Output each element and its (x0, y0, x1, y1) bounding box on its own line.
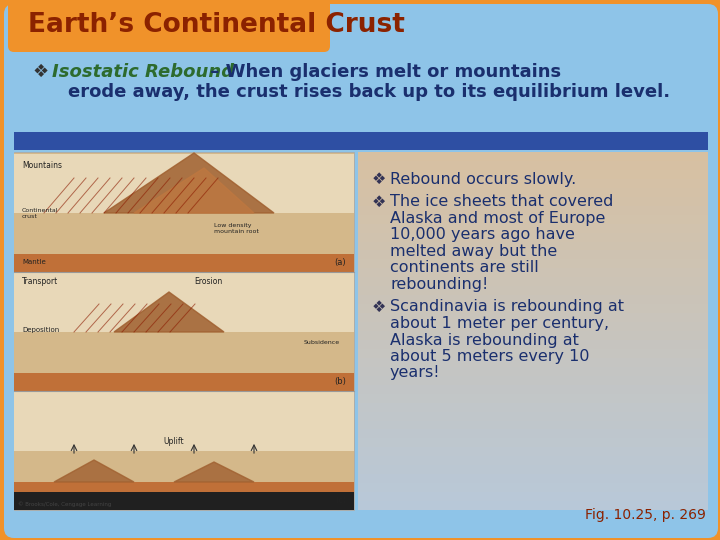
Text: erode away, the crust rises back up to its equilibrium level.: erode away, the crust rises back up to i… (68, 83, 670, 101)
Bar (358, 152, 708, 161)
Bar (358, 501, 708, 510)
Text: Scandinavia is rebounding at: Scandinavia is rebounding at (390, 300, 624, 314)
Bar (358, 313, 708, 322)
Bar (358, 250, 708, 259)
Text: about 5 meters every 10: about 5 meters every 10 (390, 349, 590, 364)
Polygon shape (114, 292, 224, 332)
Text: about 1 meter per century,: about 1 meter per century, (390, 316, 609, 331)
Bar (14, 153, 354, 272)
Bar (358, 465, 708, 474)
Bar (358, 411, 708, 421)
Bar (14, 392, 354, 451)
Text: years!: years! (390, 366, 441, 381)
Bar (358, 456, 708, 465)
Text: (a): (a) (334, 258, 346, 267)
Bar (358, 196, 708, 206)
Bar (358, 170, 708, 179)
Bar (358, 259, 708, 268)
Bar (358, 420, 708, 429)
Bar (14, 272, 354, 391)
Bar (14, 391, 354, 510)
Bar (358, 474, 708, 483)
Text: rebounding!: rebounding! (390, 277, 488, 292)
Bar (358, 438, 708, 447)
Text: 10,000 years ago have: 10,000 years ago have (390, 227, 575, 242)
Text: Subsidence: Subsidence (304, 340, 340, 345)
Bar (358, 393, 708, 403)
Text: Erosion: Erosion (194, 277, 222, 286)
Text: Fig. 10.25, p. 269: Fig. 10.25, p. 269 (585, 508, 706, 522)
Bar (358, 491, 708, 501)
Bar (358, 429, 708, 438)
Bar (358, 187, 708, 197)
FancyBboxPatch shape (4, 4, 718, 538)
Bar (14, 152, 354, 510)
Text: ❖: ❖ (372, 194, 387, 210)
Bar (358, 348, 708, 358)
Bar (358, 214, 708, 224)
Polygon shape (174, 462, 254, 482)
Bar (358, 483, 708, 492)
Text: ❖: ❖ (372, 300, 387, 314)
Text: © Brooks/Cole, Cengage Learning: © Brooks/Cole, Cengage Learning (18, 501, 112, 507)
Bar (358, 321, 708, 331)
Bar (14, 373, 354, 391)
Text: – When glaciers melt or mountains: – When glaciers melt or mountains (204, 63, 561, 81)
Bar (358, 366, 708, 376)
Bar (358, 286, 708, 295)
Text: melted away but the: melted away but the (390, 244, 557, 259)
Bar (358, 205, 708, 215)
Text: continents are still: continents are still (390, 260, 539, 275)
Text: (c): (c) (335, 496, 346, 505)
Text: (b): (b) (334, 377, 346, 386)
Text: Deposition: Deposition (22, 327, 59, 333)
Bar (358, 160, 708, 170)
Bar (358, 357, 708, 367)
Bar (358, 277, 708, 286)
Bar (358, 330, 708, 340)
Text: The ice sheets that covered: The ice sheets that covered (390, 194, 613, 210)
Text: Isostatic Rebound: Isostatic Rebound (52, 63, 234, 81)
Bar (358, 384, 708, 394)
Text: ❖: ❖ (32, 63, 48, 81)
Bar (14, 492, 354, 510)
Bar (358, 232, 708, 241)
Text: ❖: ❖ (372, 172, 387, 187)
Bar (358, 295, 708, 304)
Bar (14, 273, 354, 332)
Text: Low density
mountain root: Low density mountain root (214, 223, 259, 234)
Bar (358, 268, 708, 278)
Bar (358, 223, 708, 233)
Bar (14, 482, 354, 492)
Bar (14, 254, 354, 272)
Bar (358, 340, 708, 349)
Text: Continental
crust: Continental crust (22, 208, 58, 219)
Text: Alaska and most of Europe: Alaska and most of Europe (390, 211, 606, 226)
Text: Uplift: Uplift (163, 437, 184, 446)
Text: Alaska is rebounding at: Alaska is rebounding at (390, 333, 579, 348)
Bar (358, 402, 708, 411)
FancyBboxPatch shape (8, 0, 330, 52)
Bar (14, 154, 354, 213)
Text: Rebound occurs slowly.: Rebound occurs slowly. (390, 172, 576, 187)
Polygon shape (104, 153, 274, 213)
Polygon shape (54, 460, 134, 482)
Bar (358, 375, 708, 384)
Bar (358, 241, 708, 251)
Text: Transport: Transport (22, 277, 58, 286)
Text: Mantle: Mantle (22, 259, 46, 265)
Bar (358, 303, 708, 313)
Bar (14, 132, 708, 150)
Text: Earth’s Continental Crust: Earth’s Continental Crust (28, 12, 405, 38)
Text: Mountains: Mountains (22, 161, 62, 170)
Bar (358, 447, 708, 456)
Bar (358, 178, 708, 188)
Polygon shape (134, 168, 254, 213)
